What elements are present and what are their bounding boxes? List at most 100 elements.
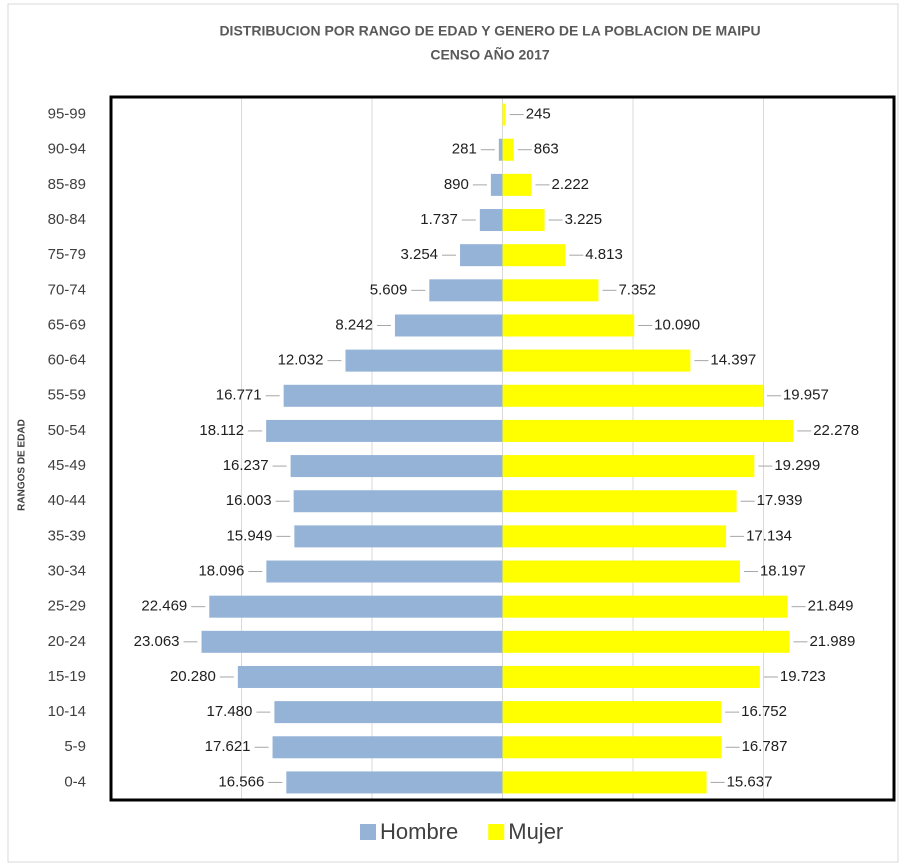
data-label: 16.003 <box>226 492 272 509</box>
bar <box>502 490 737 513</box>
bar <box>290 455 503 478</box>
data-label: 15.949 <box>226 527 272 544</box>
data-label: 17.134 <box>746 527 792 544</box>
data-label: 16.752 <box>741 703 787 720</box>
data-label: 3.225 <box>565 211 603 228</box>
bar <box>502 701 722 724</box>
data-label: 281 <box>452 141 477 158</box>
bar <box>286 771 503 794</box>
data-label: 18.096 <box>198 562 244 579</box>
bar <box>283 384 503 407</box>
bar <box>502 665 760 688</box>
data-label: 245 <box>526 106 551 123</box>
y-tick-label: 60-64 <box>48 352 86 369</box>
bar <box>502 138 514 161</box>
data-label: 22.469 <box>141 598 187 615</box>
y-tick-label: 85-89 <box>48 176 86 193</box>
y-tick-label: 75-79 <box>48 246 86 263</box>
bar <box>502 419 794 442</box>
bar <box>502 560 740 583</box>
bar <box>266 560 503 583</box>
bar <box>274 701 503 724</box>
y-tick-label: 40-44 <box>48 492 86 509</box>
bar <box>209 595 503 618</box>
plot-border <box>109 95 896 802</box>
bar <box>490 173 503 196</box>
legend-swatch <box>488 824 505 840</box>
bar <box>502 384 763 407</box>
legend-label: Mujer <box>508 819 563 844</box>
y-tick-label: 10-14 <box>48 703 86 720</box>
data-label: 21.989 <box>809 633 855 650</box>
data-label: 18.197 <box>760 562 806 579</box>
data-label: 17.480 <box>206 703 252 720</box>
bar <box>294 525 503 548</box>
bar <box>502 771 707 794</box>
data-label: 7.352 <box>618 281 656 298</box>
data-label: 16.771 <box>216 387 262 404</box>
legend-label: Hombre <box>380 819 458 844</box>
y-tick-label: 95-99 <box>48 106 86 123</box>
data-label: 21.849 <box>808 598 854 615</box>
y-tick-label: 20-24 <box>48 633 86 650</box>
bar <box>345 349 503 372</box>
bar <box>237 665 503 688</box>
bar <box>502 736 722 759</box>
bar <box>498 138 503 161</box>
bar <box>502 349 691 372</box>
data-label: 15.637 <box>727 773 773 790</box>
bar <box>201 630 503 653</box>
bar <box>460 244 503 267</box>
y-tick-label: 30-34 <box>48 562 86 579</box>
data-label: 19.299 <box>774 457 820 474</box>
bar <box>293 490 503 513</box>
data-label: 16.787 <box>742 738 788 755</box>
y-tick-label: 55-59 <box>48 387 86 404</box>
data-label: 12.032 <box>278 352 324 369</box>
bar <box>502 173 532 196</box>
data-label: 17.939 <box>757 492 803 509</box>
data-label: 1.737 <box>420 211 458 228</box>
legend-swatch <box>360 824 376 840</box>
data-label: 4.813 <box>585 246 623 263</box>
bar <box>502 279 599 302</box>
y-tick-label: 45-49 <box>48 457 86 474</box>
y-tick-label: 90-94 <box>48 141 86 158</box>
chart-title: DISTRIBUCION POR RANGO DE EDAD Y GENERO … <box>219 23 760 39</box>
data-label: 17.621 <box>205 738 251 755</box>
data-label: 22.278 <box>813 422 859 439</box>
bar <box>429 279 503 302</box>
bar <box>502 525 727 548</box>
y-tick-label: 50-54 <box>48 422 86 439</box>
y-tick-label: 80-84 <box>48 211 86 228</box>
bar <box>502 455 755 478</box>
data-label: 19.723 <box>780 668 826 685</box>
data-label: 20.280 <box>170 668 216 685</box>
data-label: 18.112 <box>199 422 244 439</box>
bar <box>479 209 503 232</box>
bar <box>272 736 503 759</box>
y-axis-label: RANGOS DE EDAD <box>17 419 28 511</box>
bar <box>502 209 545 232</box>
data-label: 3.254 <box>400 246 438 263</box>
chart-subtitle: CENSO AÑO 2017 <box>430 46 550 63</box>
y-tick-label: 70-74 <box>48 281 86 298</box>
y-tick-label: 15-19 <box>48 668 86 685</box>
data-label: 19.957 <box>783 387 829 404</box>
bar <box>394 314 503 337</box>
bar <box>502 630 790 653</box>
data-label: 16.237 <box>223 457 269 474</box>
y-tick-label: 5-9 <box>64 738 86 755</box>
bar <box>502 244 566 267</box>
y-tick-label: 35-39 <box>48 527 86 544</box>
bar <box>266 419 503 442</box>
data-label: 5.609 <box>370 281 408 298</box>
data-label: 14.397 <box>710 352 756 369</box>
data-label: 16.566 <box>218 773 264 790</box>
data-label: 23.063 <box>134 633 180 650</box>
data-label: 10.090 <box>654 316 700 333</box>
y-tick-label: 65-69 <box>48 316 86 333</box>
bar <box>502 314 635 337</box>
bar <box>502 595 788 618</box>
